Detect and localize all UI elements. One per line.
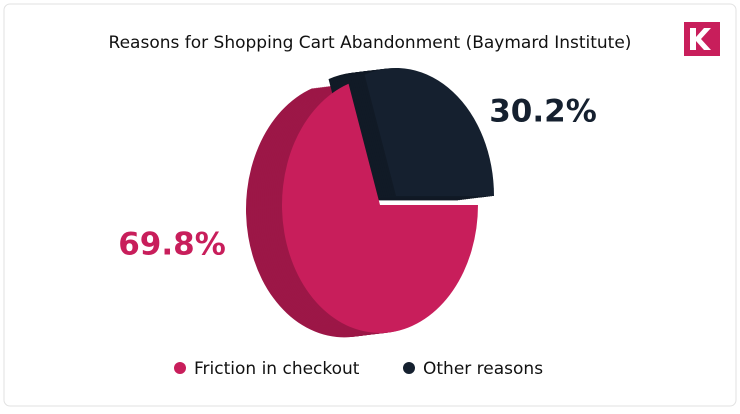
data-label: 69.8% bbox=[118, 227, 226, 263]
legend-marker bbox=[403, 362, 415, 374]
logo bbox=[684, 22, 720, 56]
legend-marker bbox=[174, 362, 186, 374]
chart-title: Reasons for Shopping Cart Abandonment (B… bbox=[109, 33, 632, 53]
pie: 69.8% 30.2% bbox=[118, 67, 597, 338]
legend-label: Friction in checkout bbox=[194, 359, 360, 379]
slice bbox=[282, 83, 478, 333]
legend: Friction in checkout Other reasons bbox=[174, 359, 543, 379]
slice bbox=[364, 67, 494, 196]
data-label: 30.2% bbox=[489, 94, 597, 130]
legend-label: Other reasons bbox=[423, 359, 543, 379]
